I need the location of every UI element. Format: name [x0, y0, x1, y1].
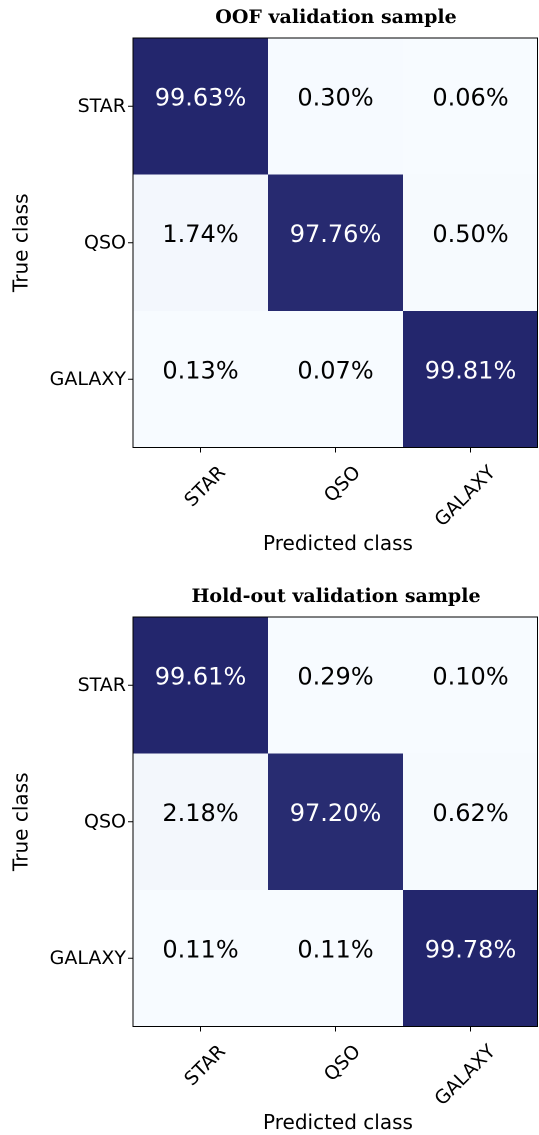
x-axis-label: Predicted class: [263, 531, 413, 555]
y-axis-label: True class: [9, 194, 33, 294]
cell-label: 99.61%: [155, 662, 247, 690]
cell-label: 0.62%: [432, 799, 508, 827]
heatmap: OOF validation sample 99.63% 0.30% 0.06% 1.7…: [9, 6, 538, 555]
chart-title: Hold-out validation sample: [191, 585, 480, 607]
x-tick-label: GALAXY: [430, 1040, 500, 1110]
cell: [403, 890, 538, 1027]
heatmap: Hold-out validation sample 99.61% 0.29% 0.1…: [9, 585, 538, 1134]
y-tick-label: STAR: [78, 95, 126, 117]
cell-label: 99.63%: [155, 83, 247, 111]
cell-label: 99.81%: [425, 356, 517, 384]
y-tick-label: QSO: [84, 810, 126, 832]
cell: [133, 38, 268, 175]
cell: [133, 617, 268, 754]
cell-label: 0.29%: [297, 662, 373, 690]
y-tick-label: GALAXY: [50, 368, 127, 390]
cell: [133, 753, 268, 890]
cell-label: 97.76%: [290, 220, 382, 248]
cell: [403, 617, 538, 754]
x-tick-label: QSO: [320, 1040, 365, 1085]
cell: [133, 174, 268, 311]
x-tick-label: GALAXY: [430, 461, 500, 531]
cell-label: 0.13%: [162, 356, 238, 384]
cell: [133, 311, 268, 448]
cell-label: 99.78%: [425, 935, 517, 963]
x-tick-label: STAR: [180, 461, 230, 511]
cell: [403, 38, 538, 175]
cell: [403, 174, 538, 311]
cell-label: 2.18%: [162, 799, 238, 827]
cell: [403, 753, 538, 890]
x-tick-label: QSO: [320, 461, 365, 506]
chart-title: OOF validation sample: [215, 6, 456, 28]
x-axis-label: Predicted class: [263, 1110, 413, 1134]
cell-label: 0.11%: [297, 935, 373, 963]
cell: [268, 617, 403, 754]
cell-label: 0.11%: [162, 935, 238, 963]
y-tick-label: STAR: [78, 674, 126, 696]
cell: [133, 890, 268, 1027]
cell: [268, 311, 403, 448]
cell: [268, 38, 403, 175]
cell: [403, 311, 538, 448]
cell-label: 0.10%: [432, 662, 508, 690]
cell: [268, 174, 403, 311]
cell: [268, 890, 403, 1027]
y-tick-label: QSO: [84, 231, 126, 253]
y-axis-label: True class: [9, 773, 33, 873]
cell-label: 1.74%: [162, 220, 238, 248]
y-tick-label: GALAXY: [50, 947, 127, 969]
cell-label: 0.50%: [432, 220, 508, 248]
cell-label: 97.20%: [290, 799, 382, 827]
cell-label: 0.30%: [297, 83, 373, 111]
cell: [268, 753, 403, 890]
cell-label: 0.06%: [432, 83, 508, 111]
x-tick-label: STAR: [180, 1040, 230, 1090]
cell-label: 0.07%: [297, 356, 373, 384]
